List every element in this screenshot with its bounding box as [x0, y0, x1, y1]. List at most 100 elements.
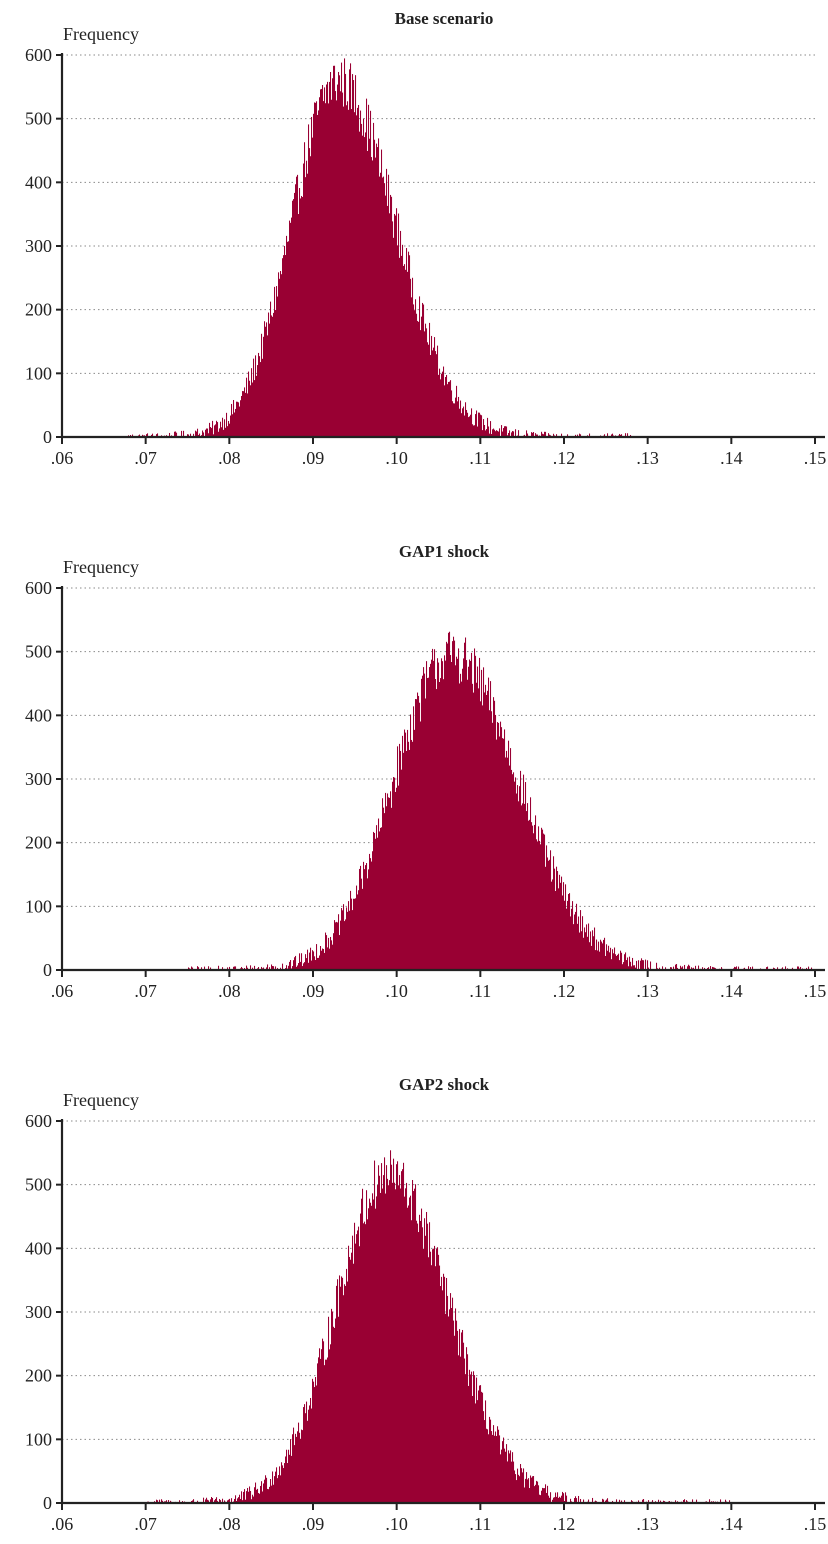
histogram-bar [299, 1432, 301, 1503]
histogram-bar [198, 967, 200, 970]
histogram-bar [193, 1499, 195, 1503]
histogram-bar [428, 677, 430, 970]
histogram-bar [440, 1286, 442, 1503]
histogram-panel-gap2-shock: GAP2 shock Frequency 0 100 200 300 400 500 600 .0… [25, 1075, 826, 1534]
histogram-bar [394, 1182, 396, 1503]
histogram-bar [513, 1461, 515, 1503]
histogram-bar [449, 631, 451, 970]
histogram-bar [562, 1491, 564, 1503]
histogram-bar [498, 431, 500, 437]
histogram-bar [448, 1316, 450, 1503]
histogram-bar [413, 304, 415, 437]
histogram-bar [553, 433, 555, 437]
histogram-bar [417, 320, 419, 437]
histogram-bar [255, 1482, 257, 1503]
histogram-bar [246, 965, 248, 970]
histogram-bar [233, 399, 235, 437]
x-tick-label: .12 [553, 981, 576, 1001]
histogram-bar [506, 750, 508, 970]
histogram-bar [392, 221, 394, 437]
histogram-bar [372, 851, 374, 970]
histogram-bar [430, 1251, 432, 1503]
histogram-bar [434, 1245, 436, 1503]
histogram-bar [659, 967, 661, 970]
histogram-bar [545, 1484, 547, 1503]
histogram-bar [440, 379, 442, 437]
histogram-bar [464, 642, 466, 970]
histogram-bar [447, 643, 449, 970]
histogram-bar [325, 1359, 327, 1503]
histogram-bar [268, 1489, 270, 1503]
histogram-bar [539, 840, 541, 970]
histogram-bar [561, 433, 563, 437]
histogram-bar [341, 908, 343, 970]
histogram-bar [416, 1220, 418, 1503]
histogram-bar [416, 313, 418, 437]
histogram-bar [558, 888, 560, 970]
histogram-bar [414, 729, 416, 970]
histogram-bar [446, 374, 448, 437]
histogram-bar [591, 945, 593, 970]
histogram-bar [484, 425, 486, 437]
histogram-bar [272, 316, 274, 437]
histogram-bar [251, 1499, 253, 1503]
histogram-bar [289, 220, 291, 437]
histogram-bar [326, 935, 328, 970]
histogram-bar [313, 951, 315, 970]
histogram-bar [273, 966, 275, 970]
histogram-bar [348, 109, 350, 437]
histogram-bar [536, 434, 538, 437]
histogram-bar [261, 1481, 263, 1503]
histogram-bar [366, 98, 368, 437]
histogram-bar [376, 143, 378, 437]
histogram-bar [352, 1235, 354, 1503]
histogram-bar [549, 1497, 551, 1503]
histogram-bar [616, 1499, 618, 1503]
histogram-bar [276, 286, 278, 437]
histogram-bar [210, 426, 212, 437]
histogram-bar [427, 1223, 429, 1503]
histogram-bar [209, 422, 211, 437]
histogram-bar [486, 429, 488, 437]
histogram-bar [468, 1385, 470, 1503]
histogram-bar [410, 714, 412, 970]
histogram-bar [309, 1405, 311, 1503]
histogram-bar [488, 677, 490, 970]
histogram-bar [444, 385, 446, 437]
histogram-bar [520, 1464, 522, 1503]
histogram-bar [466, 409, 468, 437]
histogram-bar [606, 1499, 608, 1503]
histogram-bar [417, 1223, 419, 1503]
histogram-bar [512, 1452, 514, 1503]
histogram-bar [293, 960, 295, 970]
histogram-bar [792, 967, 794, 970]
histogram-bar [326, 1359, 328, 1503]
histogram-bar [240, 400, 242, 437]
histogram-bar [314, 102, 316, 437]
histogram-bar [391, 196, 393, 437]
y-tick-label: 100 [25, 363, 52, 383]
histogram-bar [412, 277, 414, 437]
histogram-bar [456, 1320, 458, 1503]
histogram-bar [409, 255, 411, 437]
histogram-bar [368, 104, 370, 437]
histogram-bar [629, 956, 631, 970]
histogram-bar [547, 857, 549, 970]
histogram-bar [615, 954, 617, 970]
histogram-bar [241, 1491, 243, 1503]
histogram-bar [808, 966, 810, 970]
x-tick-label: .10 [385, 981, 408, 1001]
histogram-bar [285, 1456, 287, 1503]
x-tick-label: .10 [385, 1514, 408, 1534]
histogram-bar [675, 964, 677, 970]
histogram-bar [412, 741, 414, 970]
histogram-bar [315, 102, 317, 438]
histogram-bar [278, 272, 280, 437]
histogram-bar [310, 947, 312, 970]
histogram-bar [499, 428, 501, 437]
histogram-bar [605, 1500, 607, 1503]
histogram-bar [449, 1309, 451, 1503]
histogram-bar [473, 692, 475, 970]
histogram-bar [426, 1211, 428, 1503]
histogram-bar [269, 323, 271, 437]
